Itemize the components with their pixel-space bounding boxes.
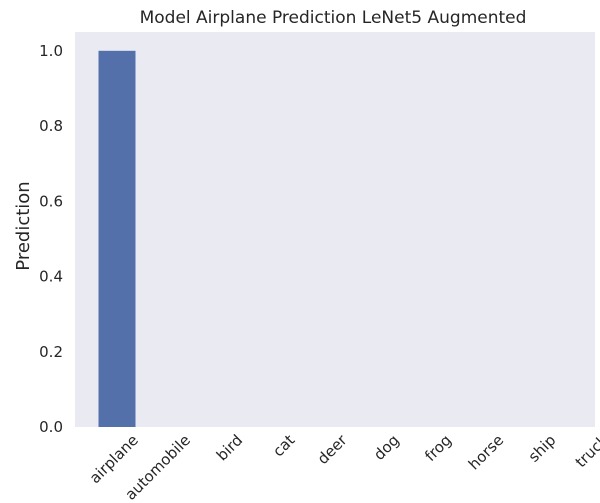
x-tick-label: dog [370, 431, 403, 464]
y-tick-label: 0.8 [39, 117, 63, 135]
x-tick-label: ship [525, 431, 560, 466]
x-tick-label: frog [421, 431, 455, 465]
x-tick-label: horse [465, 431, 507, 473]
x-tick-label: bird [213, 431, 246, 464]
x-tick-label: cat [269, 431, 298, 460]
x-tick-label: truck [572, 431, 600, 471]
plot-area [75, 32, 595, 427]
y-axis-label: Prediction [13, 181, 34, 270]
y-tick-label: 0.0 [39, 418, 63, 436]
y-tick-label: 0.2 [39, 343, 63, 361]
x-tick-label: deer [314, 431, 351, 468]
y-ticks-group: 0.0 0.2 0.4 0.6 0.8 1.0 [39, 42, 63, 436]
y-tick-label: 0.6 [39, 192, 63, 210]
bar [98, 50, 136, 428]
bars-group [98, 50, 136, 428]
y-tick-label: 0.4 [39, 268, 63, 286]
chart-title: Model Airplane Prediction LeNet5 Augment… [140, 8, 527, 28]
y-tick-label: 1.0 [39, 42, 63, 60]
